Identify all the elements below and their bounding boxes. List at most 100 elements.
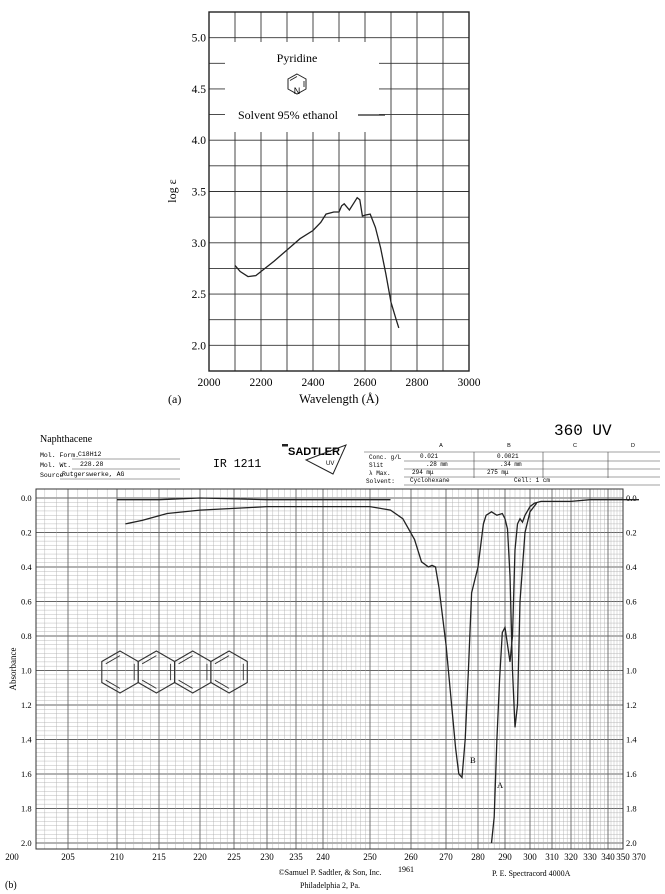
conc-b: 0.0021 <box>497 453 519 460</box>
panel-b-chart: Naphthacene Mol. Form. C18H12 Mol. Wt. 2… <box>5 422 660 891</box>
panel-b-ytick-label-right: 0.4 <box>626 562 637 572</box>
col-header-c: C <box>573 443 577 449</box>
footer-copyright: ©Samuel P. Sadtler, & Son, Inc. <box>279 868 382 877</box>
panel-b-xtick-label: 340 <box>601 852 615 862</box>
panel-a-ytick-label: 4.5 <box>192 84 207 96</box>
panel-b-xtick-label: 300 <box>523 852 537 862</box>
panel-b-xtick-label: 250 <box>363 852 377 862</box>
panel-b-series-line-1 <box>125 502 538 780</box>
pyridine-structure-icon: N <box>287 73 307 96</box>
panel-a-legend-text: Solvent 95% ethanol <box>238 108 339 122</box>
footer-instrument: P. E. Spectracord 4000A <box>492 869 571 878</box>
panel-b-ytick-label-right: 0.0 <box>626 493 637 503</box>
panel-a-label: (a) <box>168 392 181 406</box>
footer-year: 1961 <box>398 865 414 874</box>
panel-a-ytick-label: 4.0 <box>192 135 207 147</box>
panel-b-xtick-label: 210 <box>110 852 124 862</box>
panel-b-ytick-label-left: 1.2 <box>21 700 32 710</box>
panel-b-label: (b) <box>5 880 17 891</box>
svg-text:UV: UV <box>326 461 334 467</box>
mol-wt-value: 228.28 <box>80 461 104 468</box>
mol-form-value: C18H12 <box>78 451 102 458</box>
panel-a-legend-box <box>225 42 379 132</box>
panel-a-ytick-label: 3.5 <box>192 187 207 199</box>
panel-b-ytick-label-left: 1.8 <box>21 804 32 814</box>
cell-label: Cell: 1 cm <box>514 477 550 484</box>
panel-b-ytick-label-right: 0.2 <box>626 528 637 538</box>
panel-b-ytick-label-left: 0.8 <box>21 631 32 641</box>
lmax-label: λ Max. <box>369 470 391 477</box>
panel-b-series-line-2 <box>490 499 639 844</box>
slit-label: Slit <box>369 462 383 469</box>
panel-a-ytick-label: 2.0 <box>192 340 207 352</box>
panel-b-ytick-label-left: 1.0 <box>21 666 32 676</box>
panel-b-ytick-label-right: 0.6 <box>626 597 637 607</box>
panel-b-xtick-label: 280 <box>471 852 485 862</box>
panel-a-xlabel: Wavelength (Å) <box>299 392 379 406</box>
panel-b-ytick-label-left: 0.2 <box>21 528 32 538</box>
panel-b-ytick-label-left: 2.0 <box>21 838 32 848</box>
panel-b-xtick-label: 310 <box>545 852 559 862</box>
panel-b-ytick-label-left: 1.6 <box>21 769 32 779</box>
panel-a-xtick-label: 2000 <box>198 377 221 389</box>
panel-a-ylabel: log ε <box>165 179 179 202</box>
panel-a-compound: Pyridine <box>277 51 318 65</box>
footer-city: Philadelphia 2, Pa. <box>300 881 360 890</box>
panel-a-ytick-label: 3.0 <box>192 238 207 250</box>
ir-code: IR 1211 <box>213 458 261 471</box>
panel-b-ylabel: Absorbance <box>8 648 18 691</box>
panel-b-ytick-label-left: 0.6 <box>21 597 32 607</box>
panel-b-xtick-label: 290 <box>498 852 512 862</box>
panel-b-title-number: 360 UV <box>554 422 612 440</box>
panel-b-compound: Naphthacene <box>40 434 93 445</box>
panel-b-ytick-label-right: 2.0 <box>626 838 637 848</box>
col-header-a: A <box>439 443 443 449</box>
panel-b-ytick-label-right: 1.6 <box>626 769 637 779</box>
panel-b-ytick-label-right: 1.8 <box>626 804 637 814</box>
slit-a: .28 mm <box>426 461 448 468</box>
panel-b-ytick-label-right: 1.2 <box>626 700 637 710</box>
ring-atom-label: N <box>294 86 301 96</box>
header-table-lines <box>364 451 660 486</box>
solvent-label: Solvent: <box>366 478 395 485</box>
panel-a-ytick-label: 2.5 <box>192 289 207 301</box>
naphthacene-structure-icon <box>101 650 248 694</box>
panel-b-xtick-label: 235 <box>289 852 303 862</box>
panel-a-series-line <box>234 196 400 329</box>
panel-b-ytick-label-left: 0.4 <box>21 562 32 572</box>
source-label: Source <box>40 472 64 479</box>
panel-b-ytick-label-right: 0.8 <box>626 631 637 641</box>
panel-a-chart: 2.0 2.5 3.0 3.5 4.0 4.5 5.0 2000 2200 2400 2600 28… <box>165 11 481 406</box>
slit-b: .34 mm <box>500 461 522 468</box>
panel-b-xtick-label: 260 <box>404 852 418 862</box>
panel-a-xtick-label: 2200 <box>250 377 273 389</box>
panel-b-xtick-label: 270 <box>439 852 453 862</box>
panel-b-xtick-label: 200 <box>5 852 19 862</box>
conc-label: Conc. g/L <box>369 454 402 461</box>
col-header-b: B <box>507 443 511 449</box>
panel-b-xtick-label: 240 <box>316 852 330 862</box>
panel-a-ytick-label: 5.0 <box>192 33 207 45</box>
panel-b-xtick-label: 225 <box>227 852 241 862</box>
panel-a-xtick-label: 2800 <box>406 377 429 389</box>
source-value: Rutgerswerke, AG <box>62 471 125 478</box>
svg-text:SADTLER: SADTLER <box>288 446 340 458</box>
panel-a-xtick-label: 2600 <box>354 377 377 389</box>
lmax-a: 294 mμ <box>412 469 434 476</box>
panel-a-xtick-label: 2400 <box>302 377 325 389</box>
conc-a: 0.021 <box>420 453 438 460</box>
mol-form-label: Mol. Form. <box>40 452 79 459</box>
col-header-d: D <box>631 443 635 449</box>
peak-a-label: A <box>497 780 504 790</box>
solvent-value: Cyclohexane <box>410 477 450 484</box>
panel-b-series-line-3 <box>117 497 391 501</box>
panel-b-xtick-label: 215 <box>152 852 166 862</box>
panel-b-xtick-label: 220 <box>193 852 207 862</box>
panel-a-frame <box>208 11 470 372</box>
lmax-b: 275 mμ <box>487 469 509 476</box>
panel-b-ytick-label-left: 1.4 <box>21 735 32 745</box>
sadtler-logo-icon: SADTLER UV <box>282 444 347 475</box>
panel-b-xtick-label: 205 <box>61 852 75 862</box>
mol-wt-label: Mol. Wt. <box>40 462 71 469</box>
